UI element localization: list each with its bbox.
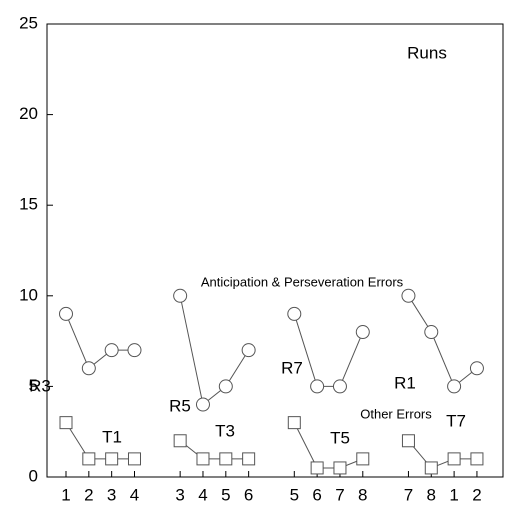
x-tick-label: 1 bbox=[61, 485, 70, 504]
x-tick-label: 3 bbox=[107, 485, 116, 504]
x-tick-label: 8 bbox=[358, 485, 367, 504]
circle-marker bbox=[173, 288, 188, 303]
circle-marker bbox=[241, 343, 256, 358]
x-tick-label: 4 bbox=[198, 485, 207, 504]
circle-marker bbox=[218, 379, 233, 394]
y-tick-label: 25 bbox=[19, 13, 38, 32]
circle-marker bbox=[287, 306, 302, 321]
y-tick-label: 15 bbox=[19, 195, 38, 214]
square-marker bbox=[401, 434, 415, 448]
group-label: R5 bbox=[169, 396, 191, 415]
group-label: R1 bbox=[394, 373, 416, 392]
square-marker bbox=[242, 452, 256, 466]
circle-marker bbox=[355, 325, 370, 340]
square-marker bbox=[287, 416, 301, 430]
circle-marker bbox=[310, 379, 325, 394]
chart-title: Runs bbox=[407, 43, 447, 62]
circle-marker bbox=[332, 379, 347, 394]
x-tick-label: 5 bbox=[221, 485, 230, 504]
group-label: T3 bbox=[215, 421, 235, 440]
circle-marker bbox=[81, 361, 96, 376]
series-line bbox=[65, 422, 477, 469]
x-tick-label: 7 bbox=[404, 485, 413, 504]
series-label: Other Errors bbox=[360, 406, 432, 421]
x-tick-label: 2 bbox=[84, 485, 93, 504]
square-marker bbox=[173, 434, 187, 448]
x-tick-label: 3 bbox=[175, 485, 184, 504]
square-marker bbox=[196, 452, 210, 466]
group-label: T1 bbox=[102, 427, 122, 446]
circle-marker bbox=[447, 379, 462, 394]
circle-marker bbox=[469, 361, 484, 376]
square-marker bbox=[59, 416, 73, 430]
x-tick-label: 6 bbox=[312, 485, 321, 504]
y-tick-label: 10 bbox=[19, 285, 38, 304]
square-marker bbox=[310, 461, 324, 475]
series-label: Anticipation & Perseveration Errors bbox=[201, 274, 404, 289]
square-marker bbox=[127, 452, 141, 466]
series-line bbox=[65, 295, 478, 406]
square-marker bbox=[470, 452, 484, 466]
circle-marker bbox=[401, 288, 416, 303]
circle-marker bbox=[127, 343, 142, 358]
square-marker bbox=[356, 452, 370, 466]
x-tick-label: 6 bbox=[244, 485, 253, 504]
square-marker bbox=[333, 461, 347, 475]
y-tick-label: 0 bbox=[29, 466, 38, 485]
x-tick-label: 4 bbox=[130, 485, 139, 504]
plot-frame bbox=[46, 23, 504, 478]
group-label: T7 bbox=[446, 411, 466, 430]
square-marker bbox=[424, 461, 438, 475]
circle-marker bbox=[424, 325, 439, 340]
x-tick-label: 7 bbox=[335, 485, 344, 504]
circle-marker bbox=[59, 306, 73, 321]
square-marker bbox=[105, 452, 119, 466]
x-tick-label: 8 bbox=[427, 485, 436, 504]
y-tick-label: 20 bbox=[19, 104, 38, 123]
y-tick-label: 5 bbox=[29, 376, 38, 395]
group-label: R7 bbox=[281, 358, 303, 377]
group-label: R3 bbox=[29, 376, 51, 395]
circle-marker bbox=[195, 397, 210, 412]
square-marker bbox=[219, 452, 233, 466]
circle-marker bbox=[104, 343, 119, 358]
group-label: T5 bbox=[330, 428, 350, 447]
x-tick-label: 1 bbox=[449, 485, 458, 504]
square-marker bbox=[82, 452, 96, 466]
x-tick-label: 2 bbox=[472, 485, 481, 504]
x-tick-label: 5 bbox=[290, 485, 299, 504]
square-marker bbox=[447, 452, 461, 466]
